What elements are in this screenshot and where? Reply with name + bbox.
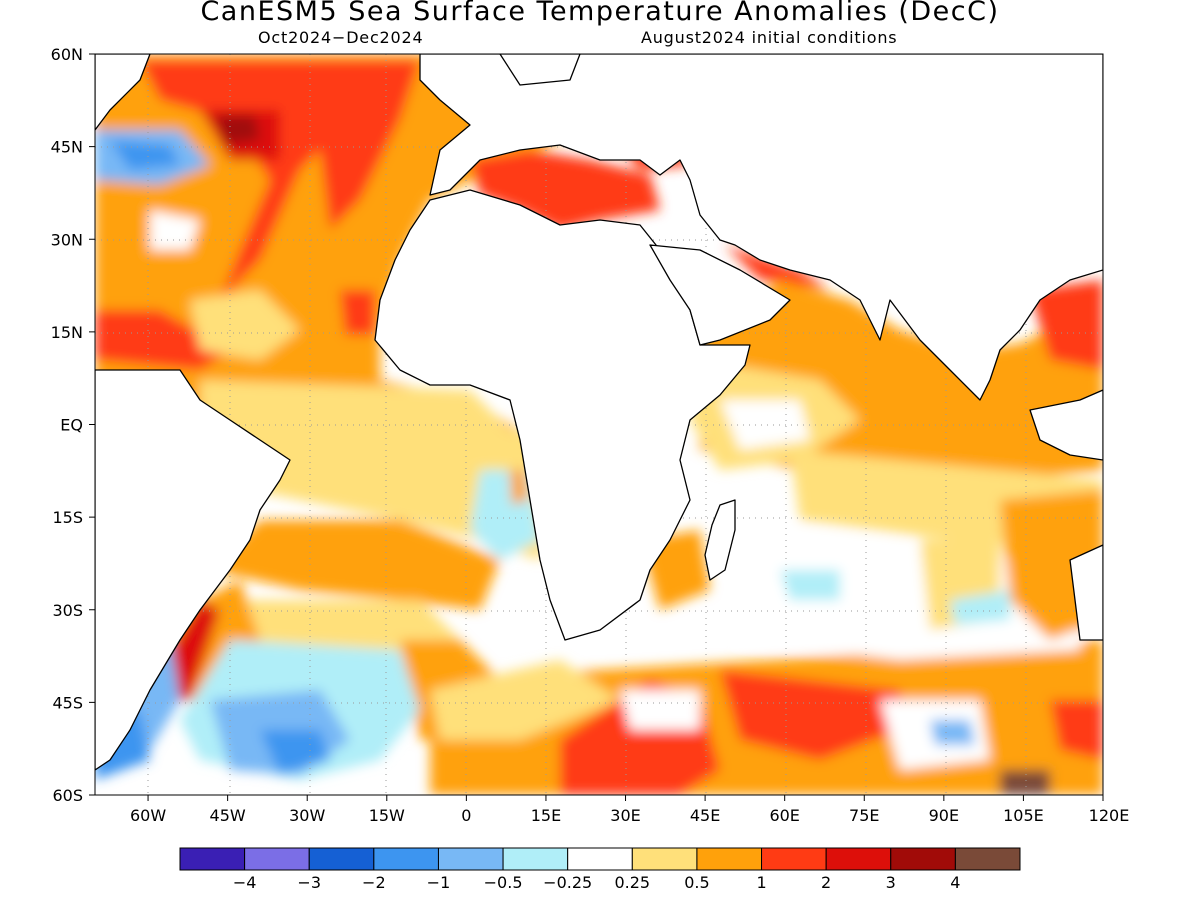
colorbar-label: 4 xyxy=(950,873,960,892)
greenland-iceland xyxy=(499,54,581,86)
colorbar-label: 1 xyxy=(756,873,766,892)
lon-tick-label: 15W xyxy=(369,806,405,825)
lat-tick-label: 30N xyxy=(51,230,83,249)
madagascar xyxy=(704,499,736,581)
colorbar-swatch xyxy=(890,847,956,871)
colorbar-label: 3 xyxy=(886,873,896,892)
colorbar-swatch xyxy=(244,847,310,871)
colorbar xyxy=(179,847,1021,871)
map-title: CanESM5 Sea Surface Temperature Anomalie… xyxy=(200,0,1000,27)
colorbar-label: 2 xyxy=(821,873,831,892)
colorbar-label: −2 xyxy=(362,873,386,892)
colorbar-swatch xyxy=(631,847,698,871)
lon-tick-label: 45W xyxy=(210,806,246,825)
colorbar-label: 0.5 xyxy=(684,873,709,892)
lat-tick-label: 15N xyxy=(51,323,83,342)
colorbar-swatch xyxy=(696,847,763,871)
colorbar-swatch xyxy=(825,847,892,871)
africa-landmass xyxy=(374,189,751,641)
lon-tick-label: 30E xyxy=(610,806,640,825)
colorbar-swatch xyxy=(179,847,246,871)
lon-tick-label: 120E xyxy=(1089,806,1130,825)
lat-tick-label: EQ xyxy=(60,416,83,435)
maritime-continent xyxy=(1029,389,1103,461)
lon-tick-label: 60E xyxy=(769,806,799,825)
colorbar-swatch xyxy=(567,847,633,871)
colorbar-label: 0.25 xyxy=(614,873,650,892)
lat-tick-label: 60S xyxy=(52,786,83,805)
arabian-peninsula xyxy=(649,244,791,346)
colorbar-swatch xyxy=(373,847,439,871)
colorbar-label: −4 xyxy=(233,873,257,892)
lon-tick-label: 105E xyxy=(1003,806,1044,825)
lat-tick-label: 15S xyxy=(52,508,83,527)
lon-tick-label: 30W xyxy=(289,806,325,825)
lat-tick-label: 60N xyxy=(51,45,83,64)
colorbar-label: −0.5 xyxy=(484,873,523,892)
lon-tick-label: 45E xyxy=(690,806,720,825)
colorbar-labels: −4 −3 −2 −1 −0.5 −0.25 0.25 0.5 1 2 3 4 xyxy=(233,873,961,892)
lat-tick-label: 45S xyxy=(52,693,83,712)
lon-tick-label: 15E xyxy=(531,806,561,825)
colorbar-label: −1 xyxy=(427,873,451,892)
lon-tick-label: 0 xyxy=(461,806,471,825)
forecast-period: Oct2024−Dec2024 xyxy=(258,28,424,47)
land-masses xyxy=(95,54,1103,771)
colorbar-swatch xyxy=(954,847,1021,871)
colorbar-swatch xyxy=(308,847,375,871)
lon-tick-label: 75E xyxy=(849,806,879,825)
lat-tick-label: 45N xyxy=(51,138,83,157)
colorbar-swatch xyxy=(437,847,504,871)
anomaly-field xyxy=(95,54,1103,795)
initial-conditions: August2024 initial conditions xyxy=(641,28,898,47)
latitude-axis: 60N 45N 30N 15N EQ 15S 30S 45S 60S xyxy=(51,45,95,805)
north-america-landmass xyxy=(95,54,151,131)
europe-asia-landmass xyxy=(419,54,1103,401)
colorbar-label: −3 xyxy=(297,873,321,892)
longitude-axis: 60W 45W 30W 15W 0 15E 30E 45E 60E 75E 90E 105E 120E xyxy=(130,795,1129,825)
lon-tick-label: 90E xyxy=(929,806,959,825)
lon-tick-label: 60W xyxy=(130,806,166,825)
australia-landmass xyxy=(1069,544,1103,641)
colorbar-swatch xyxy=(761,847,827,871)
colorbar-swatch xyxy=(502,847,569,871)
south-america-landmass xyxy=(95,369,291,771)
colorbar-label: −0.25 xyxy=(543,873,592,892)
lat-tick-label: 30S xyxy=(52,601,83,620)
